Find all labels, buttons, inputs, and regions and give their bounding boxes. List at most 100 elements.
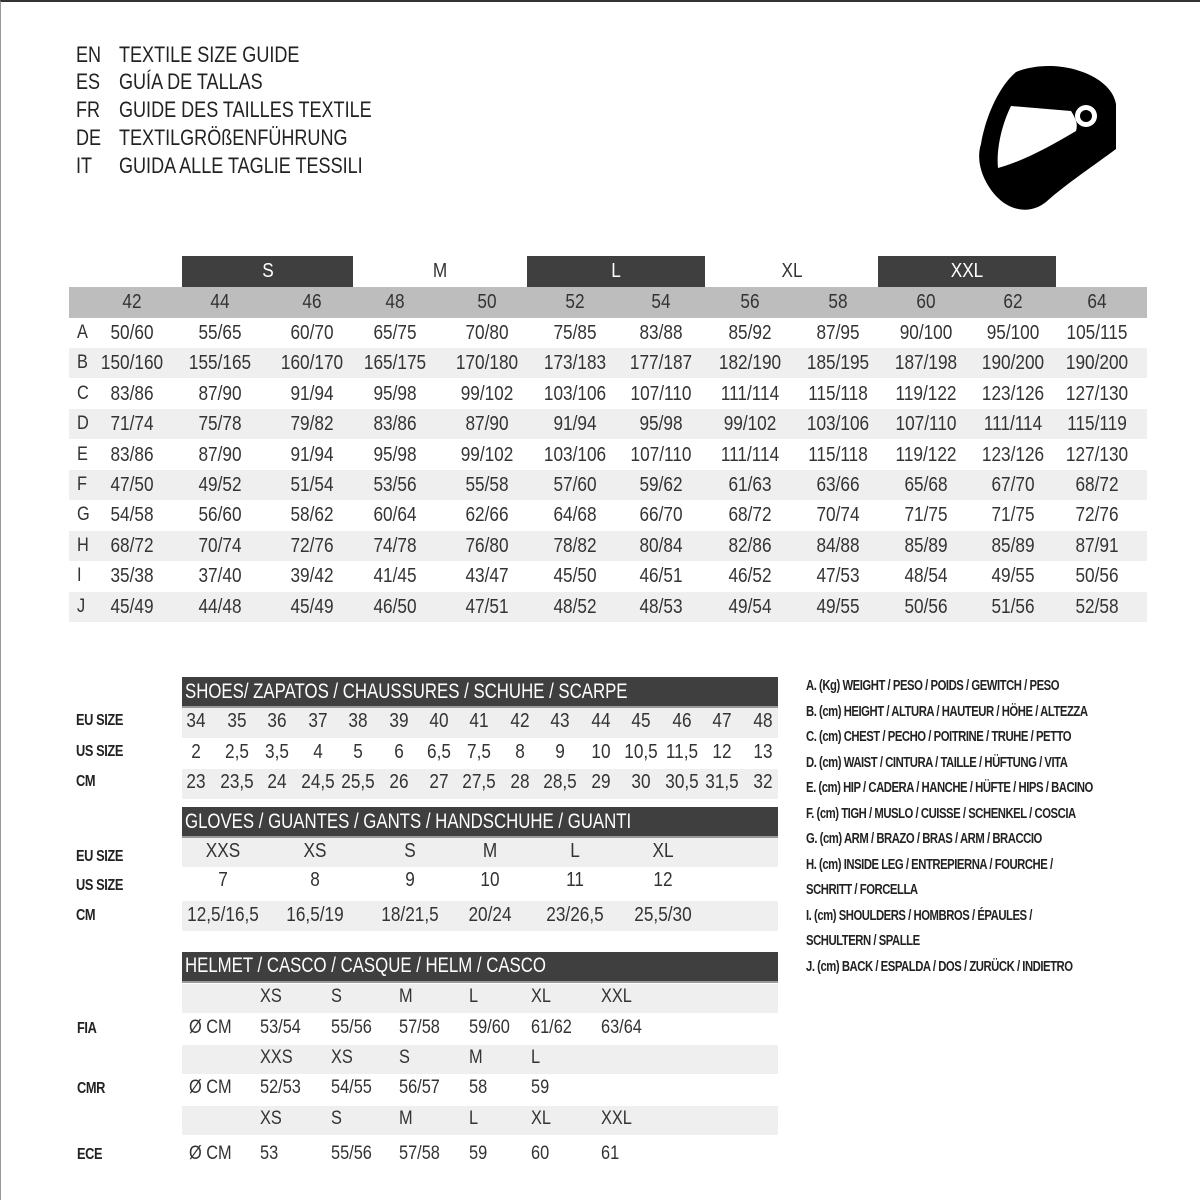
table-cell: 37/40 (198, 565, 242, 588)
table-cell: 95/98 (373, 382, 417, 405)
gloves-title: GLOVES / GUANTES / GANTS / HANDSCHUHE / … (185, 810, 632, 833)
table-cell: 190/200 (1065, 352, 1129, 375)
table-cell: 83/86 (110, 443, 154, 466)
shoe-size-cell: 34 (186, 710, 206, 732)
table-cell: 55/58 (465, 474, 509, 496)
legend-item: D. (cm) WAIST / CINTURA / TAILLE / HÜFTU… (806, 754, 1068, 771)
row-label: C (77, 382, 89, 404)
table-cell: 54/58 (110, 504, 154, 527)
table-cell: 45/49 (110, 595, 154, 618)
table-cell: 90/100 (899, 322, 953, 344)
table-cell: 53/56 (373, 474, 417, 496)
table-cell: 55/65 (198, 322, 242, 344)
guide-title: TEXTILE SIZE GUIDE (119, 42, 300, 67)
legend-item: C. (cm) CHEST / PECHO / POITRINE / TRUHE… (806, 729, 1072, 745)
row-label: J (77, 595, 86, 617)
table-cell: 47/53 (816, 565, 860, 588)
shoe-size-cell: 7,5 (467, 741, 491, 763)
table-cell: 111/114 (720, 443, 780, 466)
shoe-size-cell: 35 (227, 710, 247, 732)
shoe-size-cell: 9 (555, 741, 565, 763)
glove-row-label: CM (76, 907, 96, 924)
shoe-size-cell: 28 (510, 771, 530, 793)
table-cell: 127/130 (1065, 443, 1129, 466)
table-cell: 103/106 (543, 443, 607, 466)
table-cell: 83/88 (639, 322, 683, 344)
table-cell: 68/72 (1075, 474, 1119, 496)
table-cell: 70/80 (465, 322, 509, 344)
stripe (182, 838, 778, 867)
table-cell: 59/62 (639, 474, 683, 496)
helmet-cm: 55/56 (331, 1143, 372, 1164)
row-label: G (77, 504, 90, 526)
table-cell: 52/58 (1075, 595, 1119, 618)
shoe-size-cell: 12 (712, 741, 732, 763)
eu-size: 60 (916, 291, 936, 313)
table-cell: 95/98 (373, 443, 417, 466)
glove-row-label: US SIZE (76, 877, 123, 894)
shoe-size-cell: 36 (267, 710, 287, 732)
table-cell: 46/51 (639, 565, 683, 588)
stripe (182, 901, 778, 931)
table-cell: 85/92 (728, 322, 772, 344)
table-cell: 103/106 (543, 382, 607, 405)
table-cell: 49/52 (198, 474, 242, 496)
table-cell: 47/50 (110, 474, 154, 496)
shoe-size-cell: 10 (591, 741, 611, 763)
shoe-row-label: CM (76, 773, 96, 790)
shoe-size-cell: 4 (313, 741, 323, 763)
stripe (182, 1045, 778, 1074)
glove-size-cell: L (570, 840, 580, 862)
shoe-size-cell: 43 (550, 710, 570, 732)
row-label: D (77, 413, 89, 435)
helmet-size: M (469, 1047, 483, 1068)
table-cell: 71/75 (904, 504, 948, 527)
table-cell: 45/50 (553, 565, 597, 588)
helmet-cm: 61/62 (531, 1017, 572, 1038)
shoe-size-cell: 28,5 (543, 771, 577, 793)
shoe-size-cell: 23 (186, 771, 206, 793)
eu-size: 64 (1087, 291, 1107, 313)
table-cell: 83/86 (373, 413, 417, 436)
shoe-size-cell: 42 (510, 710, 530, 732)
table-cell: 65/75 (373, 322, 417, 344)
glove-size-cell: 23/26,5 (546, 904, 604, 926)
table-cell: 82/86 (728, 534, 772, 557)
glove-size-cell: 18/21,5 (381, 904, 439, 926)
glove-size-cell: 7 (218, 869, 228, 891)
table-cell: 50/60 (110, 322, 154, 344)
table-cell: 107/110 (895, 413, 957, 436)
table-cell: 115/118 (808, 443, 868, 466)
shoe-size-cell: 2 (191, 741, 201, 763)
legend-item: J. (cm) BACK / ESPALDA / DOS / ZURÜCK / … (806, 958, 1073, 975)
eu-size: 42 (122, 291, 142, 313)
shoe-size-cell: 41 (469, 710, 489, 732)
glove-size-cell: XXS (205, 840, 241, 862)
table-cell: 87/95 (816, 322, 860, 344)
table-cell: 150/160 (100, 352, 164, 375)
guide-title: GUÍA DE TALLAS (119, 69, 263, 94)
table-cell: 49/55 (816, 595, 860, 618)
eu-size: 62 (1003, 291, 1023, 313)
legend-item: SCHULTERN / SPALLE (806, 933, 920, 949)
size-group-label: L (611, 260, 621, 282)
helmet-size: XS (260, 986, 282, 1007)
shoe-size-cell: 3,5 (265, 741, 289, 763)
table-cell: 95/98 (639, 413, 683, 436)
shoe-size-cell: 44 (591, 710, 611, 732)
table-cell: 75/85 (553, 322, 597, 344)
table-cell: 155/165 (188, 352, 252, 375)
table-cell: 91/94 (290, 382, 334, 405)
shoe-size-cell: 47 (712, 710, 732, 732)
table-row-stripe (69, 530, 1147, 561)
helmet-icon (979, 66, 1116, 210)
eu-size-header-bar (69, 287, 1147, 318)
glove-size-cell: 11 (566, 869, 584, 891)
glove-size-cell: S (404, 840, 416, 862)
eu-size: 50 (477, 291, 497, 313)
helmet-header (182, 952, 778, 983)
table-cell: 95/100 (986, 322, 1040, 344)
shoe-size-cell: 27 (429, 771, 449, 793)
table-cell: 58/62 (290, 504, 334, 527)
shoe-size-cell: 10,5 (624, 741, 658, 763)
